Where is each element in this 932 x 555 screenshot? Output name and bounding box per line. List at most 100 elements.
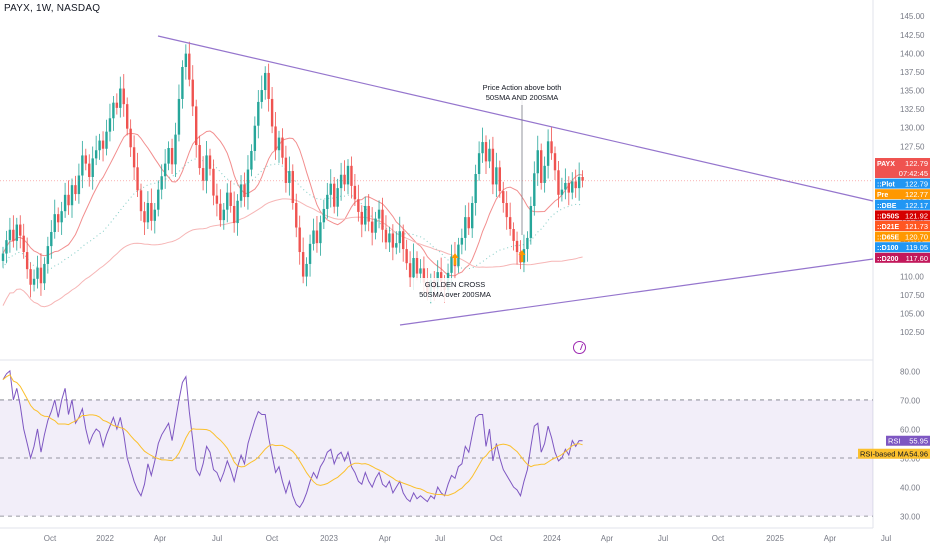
price-label-countdown: 07:42:45 — [899, 169, 928, 178]
price-label-value: 121.92 — [905, 211, 928, 220]
candle-body — [177, 98, 181, 135]
candle-body — [564, 182, 567, 190]
candle-body — [415, 257, 419, 274]
price-tick-label: 105.00 — [900, 309, 925, 318]
candle-body — [505, 202, 508, 218]
candle-body — [267, 72, 270, 99]
candle-body — [281, 137, 284, 158]
annotation-golden-cross: GOLDEN CROSS — [425, 280, 485, 289]
candle-body — [60, 211, 63, 223]
candle-body — [264, 72, 267, 91]
candles — [1, 41, 584, 304]
replay-icon[interactable] — [573, 341, 586, 354]
candle-body — [343, 174, 346, 185]
candle-body — [167, 148, 170, 164]
price-label-name: Pre — [877, 192, 888, 199]
candle-body — [19, 224, 22, 236]
candle-body — [481, 142, 484, 154]
candle-body — [491, 148, 495, 185]
candle-body — [408, 263, 412, 278]
candle-body — [398, 231, 401, 244]
time-tick-label: Apr — [824, 534, 837, 543]
candle-body — [67, 194, 70, 206]
annotation-golden-cross-bg — [412, 278, 498, 302]
candle-body — [115, 102, 119, 108]
candle-body — [488, 148, 491, 162]
trendlines — [0, 35, 874, 326]
candle-body — [308, 243, 312, 264]
rsi-value: 55.95 — [909, 437, 928, 446]
price-tick-label: 102.50 — [900, 328, 925, 337]
candle-body — [571, 181, 574, 193]
candle-body — [8, 229, 12, 241]
candle-body — [253, 125, 257, 151]
price-label-bg — [875, 231, 930, 242]
time-axis: Oct 2022 Apr Jul Oct 2023 Apr Jul Oct 2024 Apr Jul O… — [44, 534, 892, 543]
candle-body — [160, 176, 163, 190]
candle-body — [222, 209, 225, 221]
price-tick-label: 137.50 — [900, 68, 925, 77]
candle-body — [274, 126, 277, 151]
candle-body — [577, 176, 581, 189]
candle-body — [395, 243, 398, 248]
candle-body — [153, 209, 156, 221]
candle-body — [163, 163, 167, 177]
candle-body — [288, 171, 291, 183]
candle-body — [508, 217, 512, 230]
price-label-name: ::D65E — [877, 235, 900, 242]
price-tick-label: 140.00 — [900, 49, 925, 58]
candle-body — [329, 183, 332, 195]
candle-body — [536, 150, 539, 174]
candle-body — [201, 168, 205, 181]
candle-body — [464, 217, 467, 238]
candle-body — [77, 175, 81, 195]
price-label-bg — [875, 221, 930, 231]
candle-body — [91, 158, 94, 177]
rsi-tick-label: 40.00 — [900, 484, 921, 493]
rsi-tick-label: 30.00 — [900, 513, 921, 522]
time-tick-label: 2025 — [766, 534, 784, 543]
time-tick-label: Apr — [154, 534, 167, 543]
candle-body — [157, 189, 160, 210]
candle-body — [57, 214, 60, 223]
candle-body — [439, 272, 443, 282]
candle-body — [522, 249, 526, 263]
time-tick-label: Oct — [266, 534, 279, 543]
annotation-golden-cross: 50SMA over 200SMA — [419, 290, 491, 299]
time-tick-label: Jul — [435, 534, 445, 543]
candle-body — [526, 237, 529, 250]
candle-body — [105, 131, 108, 149]
candle-body — [184, 53, 188, 67]
candle-body — [36, 267, 39, 279]
price-tick-label: 135.00 — [900, 87, 925, 96]
candle-body — [546, 141, 550, 166]
rsi-ma-name: RSI-based MA — [860, 450, 909, 459]
grid — [0, 0, 874, 529]
candle-body — [32, 278, 36, 285]
candle-body — [188, 53, 191, 80]
price-tick-label: 127.50 — [900, 142, 925, 151]
candle-body — [101, 140, 105, 149]
candle-body — [129, 128, 132, 148]
candle-body — [15, 224, 18, 241]
candle-body — [5, 240, 8, 254]
upper-trendline — [157, 35, 874, 202]
candle-body — [198, 145, 201, 169]
rsi-tick-label: 80.00 — [900, 367, 921, 376]
candle-body — [312, 230, 315, 244]
candle-body — [346, 165, 350, 185]
price-label-value: 117.60 — [906, 254, 928, 263]
candle-body — [277, 137, 281, 151]
candle-body — [550, 141, 553, 154]
candle-body — [336, 188, 339, 207]
price-label-bg — [875, 242, 930, 253]
candle-body — [567, 182, 570, 193]
price-label-name: ::D21E — [877, 224, 900, 231]
price-tick-label: 142.50 — [900, 31, 925, 40]
candle-body — [533, 173, 536, 206]
candle-body — [284, 157, 288, 183]
golden-cross-arrow — [451, 253, 459, 265]
